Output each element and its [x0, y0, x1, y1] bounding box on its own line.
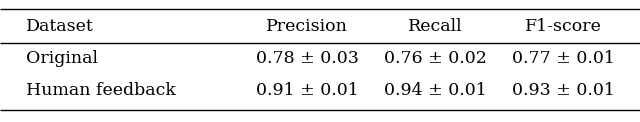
Text: Dataset: Dataset: [26, 18, 93, 35]
Text: Precision: Precision: [266, 18, 348, 35]
Text: Recall: Recall: [408, 18, 463, 35]
Text: 0.76 ± 0.02: 0.76 ± 0.02: [384, 50, 486, 67]
Text: 0.78 ± 0.03: 0.78 ± 0.03: [256, 50, 358, 67]
Text: 0.93 ± 0.01: 0.93 ± 0.01: [512, 82, 614, 99]
Text: 0.77 ± 0.01: 0.77 ± 0.01: [512, 50, 614, 67]
Text: 0.91 ± 0.01: 0.91 ± 0.01: [256, 82, 358, 99]
Text: F1-score: F1-score: [525, 18, 602, 35]
Text: Original: Original: [26, 50, 97, 67]
Text: 0.94 ± 0.01: 0.94 ± 0.01: [384, 82, 486, 99]
Text: Human feedback: Human feedback: [26, 82, 175, 99]
